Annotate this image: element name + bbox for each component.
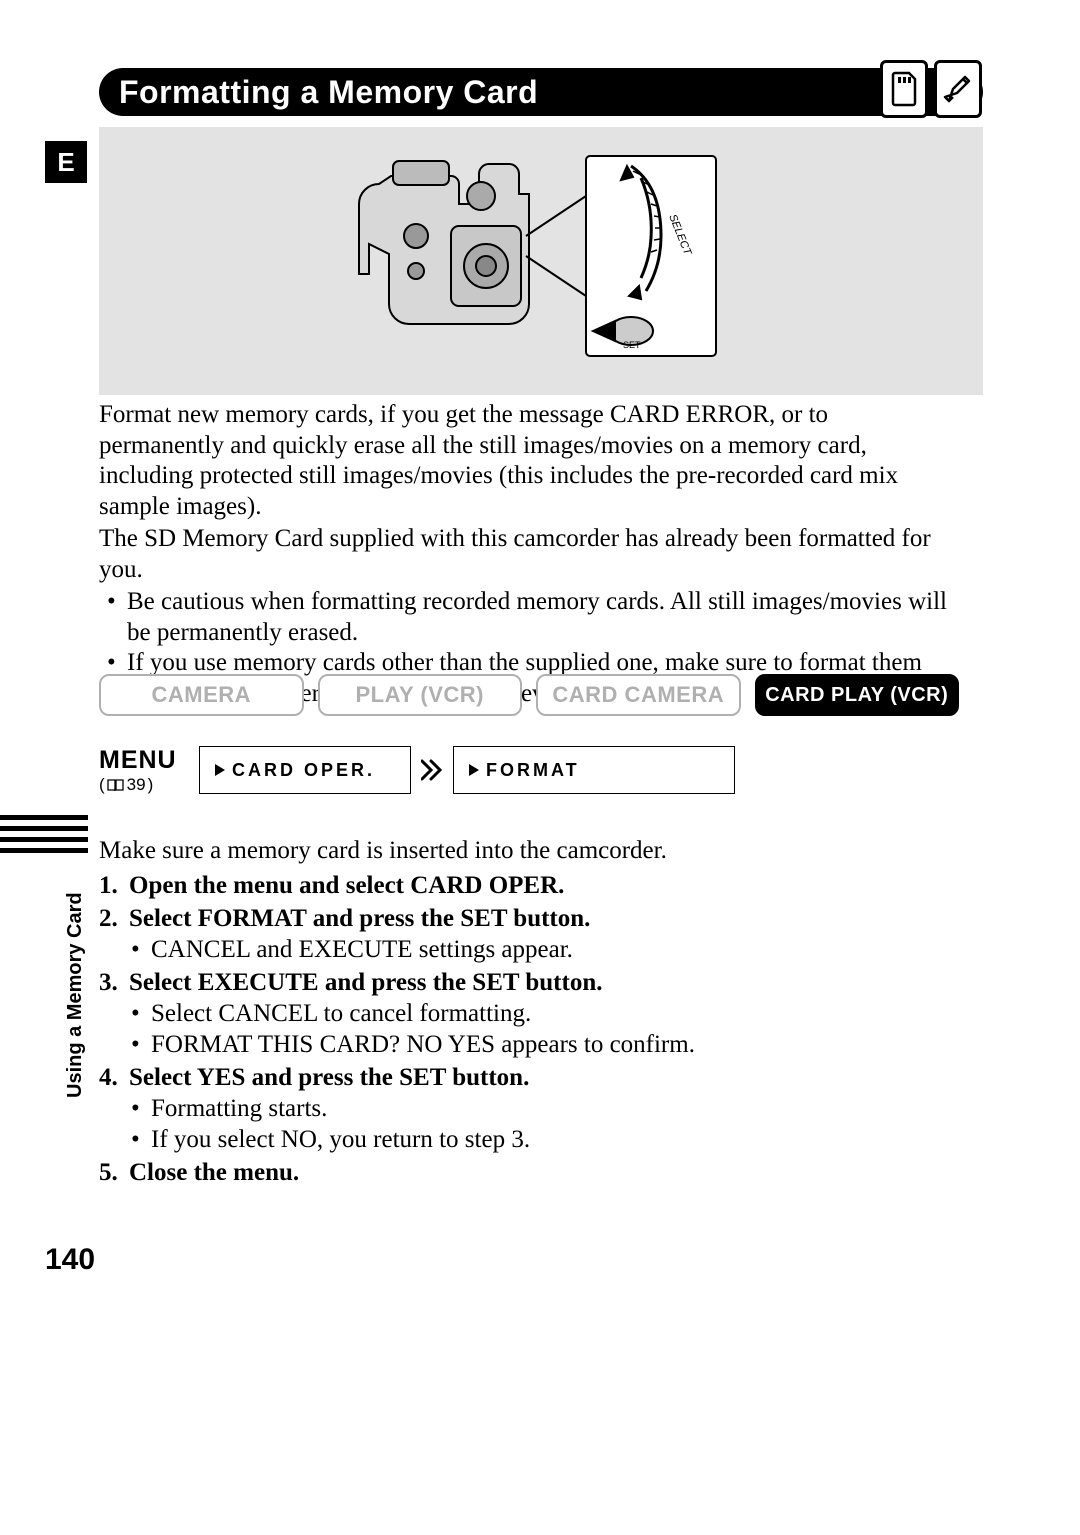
language-tab: E (45, 141, 87, 183)
menu-card-oper: CARD OPER. (199, 746, 411, 794)
step-subitem: Select CANCEL to cancel formatting. (151, 998, 959, 1029)
step-sublist: CANCEL and EXECUTE settings appear. (99, 934, 959, 965)
mode-card-play-vcr: CARD PLAY (VCR) (755, 674, 960, 716)
instructions-lead: Make sure a memory card is inserted into… (99, 835, 959, 866)
pen-icon (934, 60, 982, 118)
intro-bullet: Be cautious when formatting recorded mem… (99, 587, 959, 648)
camcorder-illustration: SELECT SET (99, 127, 983, 395)
step-number: 2. (99, 903, 129, 934)
step-sublist: Formatting starts.If you select NO, you … (99, 1093, 959, 1155)
intro-text: Format new memory cards, if you get the … (99, 400, 959, 709)
mode-row: CAMERA PLAY (VCR) CARD CAMERA CARD PLAY … (99, 674, 959, 716)
play-icon (468, 763, 480, 777)
side-bars (0, 815, 88, 853)
step-heading: Open the menu and select CARD OPER. (129, 870, 564, 901)
page-title: Formatting a Memory Card (119, 74, 538, 111)
step-heading: Select EXECUTE and press the SET button. (129, 967, 602, 998)
section-side-label: Using a Memory Card (64, 892, 87, 1098)
instructions: Make sure a memory card is inserted into… (99, 835, 959, 1190)
menu-label: MENU ( 39 ) (99, 746, 191, 795)
step-heading: Select FORMAT and press the SET button. (129, 903, 590, 934)
step-number: 5. (99, 1157, 129, 1188)
step-number: 1. (99, 870, 129, 901)
mode-play-vcr: PLAY (VCR) (318, 674, 523, 716)
play-icon (214, 763, 226, 777)
step-number: 3. (99, 967, 129, 998)
step-subitem: FORMAT THIS CARD? NO YES appears to conf… (151, 1029, 959, 1060)
page-title-bar: Formatting a Memory Card (99, 68, 983, 116)
step-heading: Close the menu. (129, 1157, 299, 1188)
header-icons (880, 60, 982, 118)
menu-page-ref: ( 39 ) (99, 775, 191, 795)
step: 2.Select FORMAT and press the SET button… (99, 903, 959, 965)
mode-card-camera: CARD CAMERA (536, 674, 741, 716)
step: 5.Close the menu. (99, 1157, 959, 1188)
step-subitem: Formatting starts. (151, 1093, 959, 1124)
double-arrow-icon (419, 746, 445, 794)
menu-path: MENU ( 39 ) CARD OPER. FORMAT (99, 746, 959, 802)
step: 1.Open the menu and select CARD OPER. (99, 870, 959, 901)
mode-camera: CAMERA (99, 674, 304, 716)
svg-text:SET: SET (623, 340, 641, 350)
menu-format: FORMAT (453, 746, 735, 794)
menu-word: MENU (99, 746, 191, 775)
step-subitem: If you select NO, you return to step 3. (151, 1124, 959, 1155)
step: 4.Select YES and press the SET button.Fo… (99, 1062, 959, 1155)
step: 3.Select EXECUTE and press the SET butto… (99, 967, 959, 1060)
page-number: 140 (45, 1243, 95, 1277)
step-heading: Select YES and press the SET button. (129, 1062, 529, 1093)
intro-p1: Format new memory cards, if you get the … (99, 400, 959, 522)
card-icon (880, 60, 928, 118)
step-subitem: CANCEL and EXECUTE settings appear. (151, 934, 959, 965)
intro-p2: The SD Memory Card supplied with this ca… (99, 524, 959, 585)
book-icon (107, 779, 125, 792)
steps-list: 1.Open the menu and select CARD OPER.2.S… (99, 870, 959, 1188)
step-sublist: Select CANCEL to cancel formatting.FORMA… (99, 998, 959, 1060)
step-number: 4. (99, 1062, 129, 1093)
